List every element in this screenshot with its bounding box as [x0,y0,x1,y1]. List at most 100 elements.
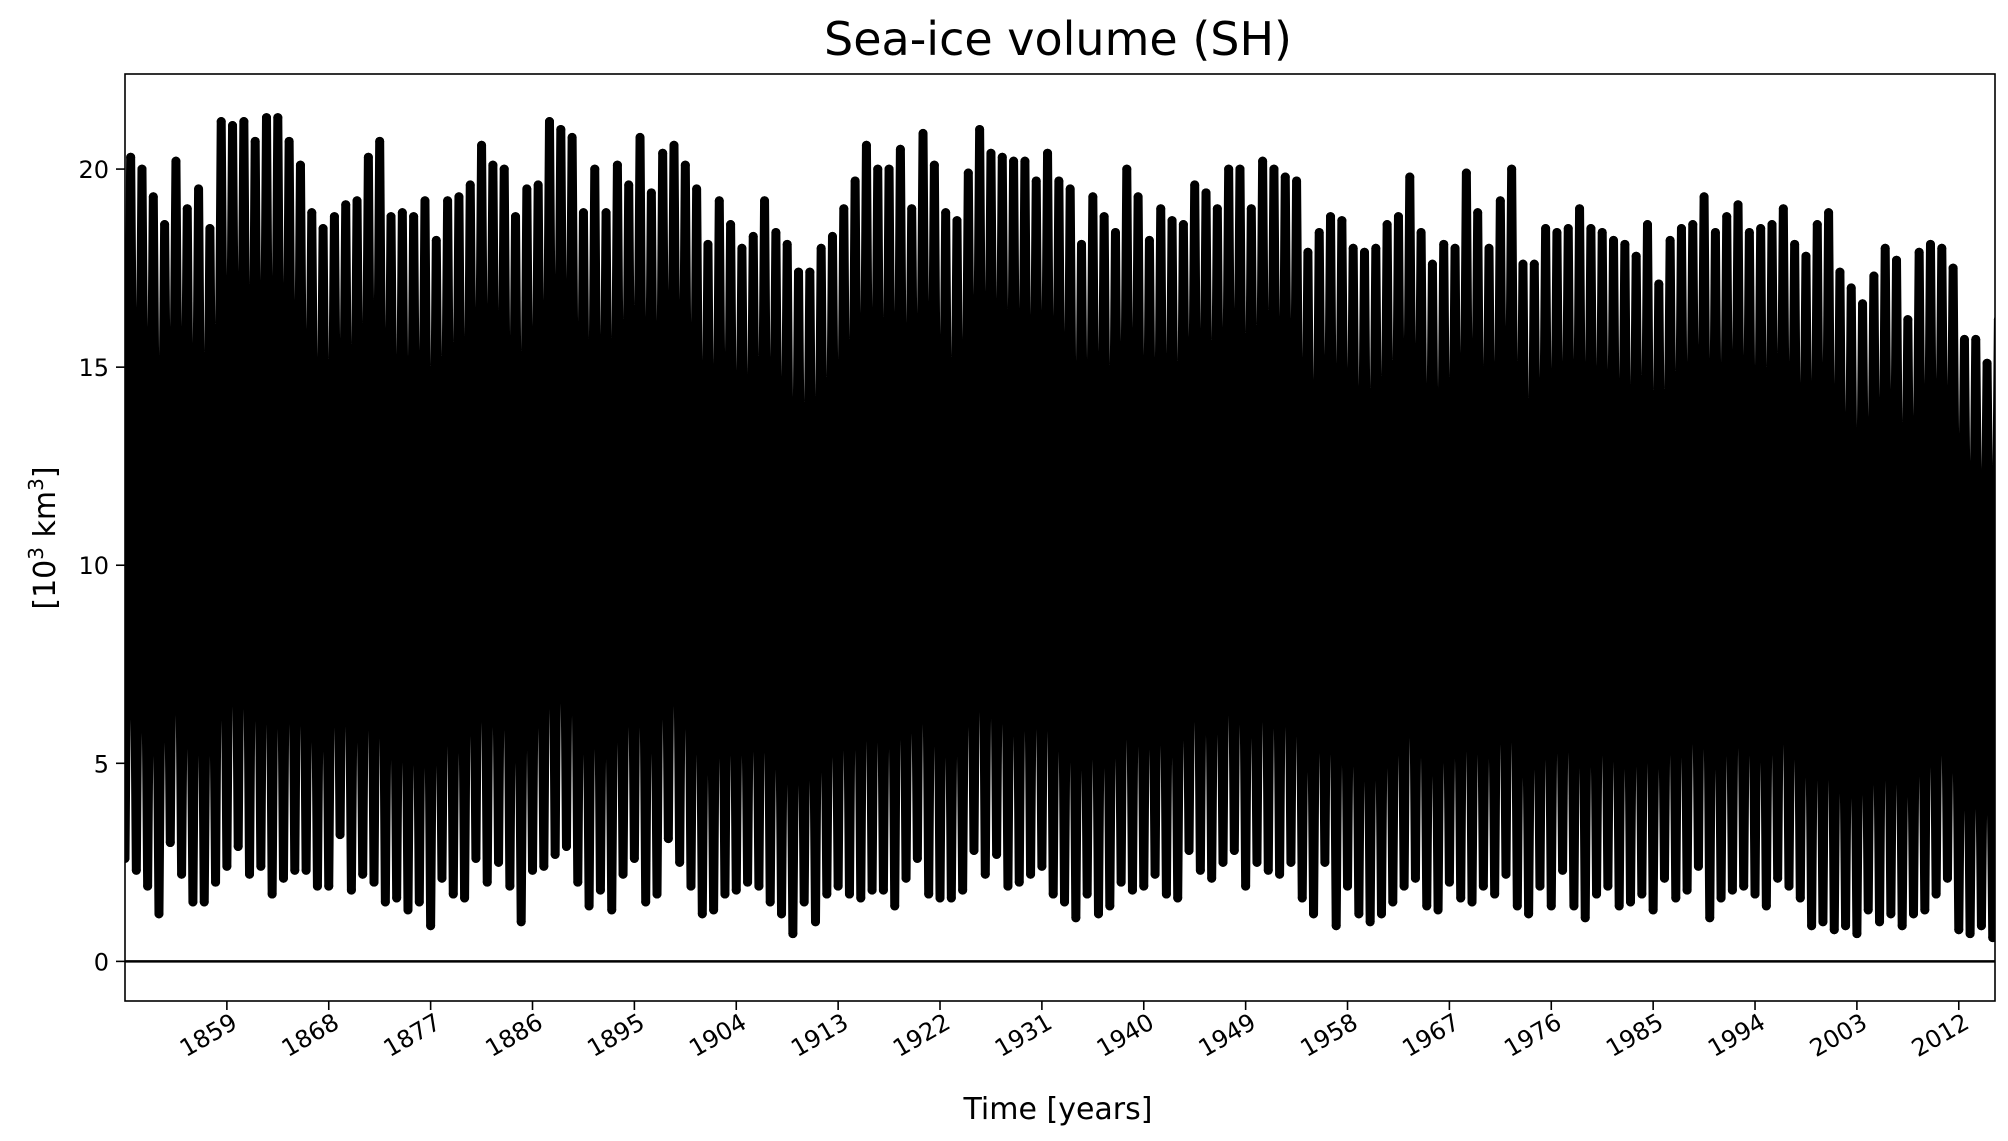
annual-min-point [1546,901,1556,911]
annual-min-point [505,881,515,891]
annual-min-point [1173,893,1183,903]
annual-max-point [1563,224,1573,233]
annual-max-point [737,243,747,253]
annual-max-point [578,208,588,218]
annual-max-point [1654,279,1664,289]
annual-max-point [329,212,339,222]
y-tick-label: 10 [78,552,109,580]
annual-max-point [352,196,362,206]
annual-min-point [1127,885,1137,895]
annual-min-point [437,873,447,883]
annual-max-point [544,117,554,127]
annual-min-point [1705,913,1715,923]
annual-max-point [1824,208,1834,218]
annual-max-point [1167,216,1177,226]
annual-max-point [363,152,373,162]
annual-min-point [233,842,243,851]
annual-min-point [380,897,390,907]
annual-min-point [278,873,288,883]
annual-max-point [1812,220,1822,230]
annual-min-point [143,881,153,891]
annual-min-point [154,909,164,919]
annual-max-point [1790,239,1800,249]
annual-min-point [1060,897,1070,907]
annual-max-point [646,188,656,198]
plot-frame [124,73,1996,1002]
annual-min-point [1795,893,1805,903]
annual-min-point [392,893,402,903]
annual-max-point [794,267,804,277]
annual-min-point [1490,889,1500,899]
annual-min-point [629,853,639,863]
annual-min-point [1195,865,1205,875]
annual-min-point [1150,869,1160,879]
annual-min-point [1399,881,1409,891]
annual-min-point [573,877,583,887]
annual-max-point [284,136,294,146]
annual-max-point [205,224,215,233]
annual-min-point [1592,889,1602,899]
annual-min-point [584,901,594,911]
annual-min-point [810,917,820,927]
annual-min-point [211,877,221,887]
annual-max-point [1620,239,1630,249]
annual-max-point [397,208,407,218]
annual-max-point [816,243,826,253]
annual-max-point [499,164,509,174]
annual-max-point [1326,212,1336,222]
annual-min-point [1671,893,1681,903]
annual-max-point [1971,334,1981,344]
annual-min-point [867,885,877,895]
annual-max-point [126,152,136,162]
annual-max-point [295,160,305,170]
annual-max-point [884,164,894,174]
annual-min-point [1320,857,1330,867]
annual-min-point [414,897,424,907]
annual-max-point [1031,176,1041,186]
annual-min-point [946,893,956,903]
annual-max-point [1258,156,1268,166]
y-tick-label: 20 [78,156,109,184]
annual-max-point [1541,224,1551,233]
annual-min-point [1331,921,1341,931]
annual-min-point [618,869,628,879]
annual-min-point [1739,881,1749,891]
annual-min-point [1082,889,1092,899]
annual-max-point [375,136,385,146]
annual-max-point [612,160,622,170]
annual-min-point [125,853,130,863]
annual-max-point [1846,283,1856,293]
annual-min-point [777,909,787,919]
annual-min-point [1105,901,1115,911]
annual-max-point [1359,247,1369,257]
annual-max-point [635,132,645,142]
annual-min-point [1139,881,1149,891]
annual-max-point [1665,235,1675,245]
annual-min-point [607,905,617,915]
annual-max-point [1778,204,1788,214]
annual-max-point [1110,227,1120,237]
annual-min-point [1659,873,1669,883]
annual-max-point [239,117,249,127]
annual-max-point [477,140,487,150]
annual-min-point [1603,881,1613,891]
annual-min-point [516,917,526,927]
annual-min-point [1626,897,1636,907]
annual-max-point [1903,315,1913,325]
annual-min-point [1478,881,1488,891]
annual-min-point [1252,857,1262,867]
annual-max-point [680,160,690,170]
annual-max-point [318,224,328,233]
annual-min-point [1784,881,1794,891]
annual-max-point [1416,227,1426,237]
annual-max-point [658,148,668,158]
annual-max-point [1348,243,1358,253]
annual-max-point [861,140,871,150]
annual-max-point [533,180,543,190]
annual-max-point [1224,164,1234,174]
annual-min-point [403,905,413,915]
annual-max-point [1484,243,1494,253]
annual-max-point [929,160,939,170]
annual-max-point [511,212,521,222]
annual-max-point [341,200,351,210]
